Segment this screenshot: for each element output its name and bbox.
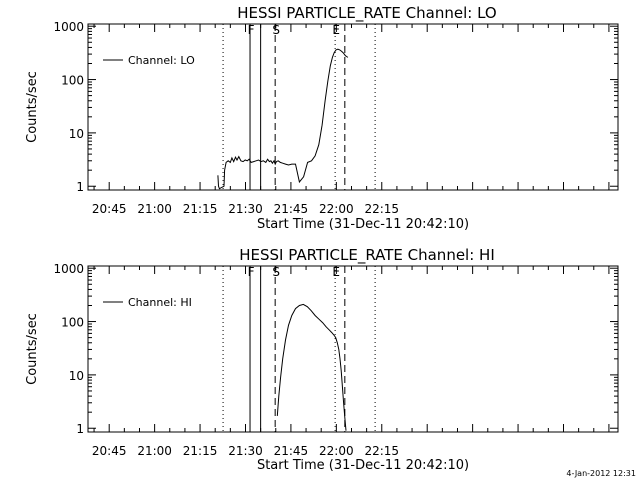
chart-panel-1: HESSI PARTICLE_RATE Channel: LO 20:45 21:0…: [25, 4, 619, 232]
x-tick-label: 21:00: [137, 202, 172, 216]
chart-title: HESSI PARTICLE_RATE Channel: LO: [237, 4, 496, 23]
plot-area: [217, 24, 376, 190]
x-tick-label: 20:45: [92, 444, 127, 458]
x-tick-label: 22:00: [319, 202, 354, 216]
y-tick-label: 1000: [53, 20, 84, 34]
y-tick-label: 1000: [53, 262, 84, 276]
time-marker-label: E: [332, 265, 340, 279]
x-tick-label: 22:15: [364, 202, 399, 216]
legend-label: Channel: LO: [128, 54, 195, 67]
y-tick-label: 1: [76, 422, 84, 436]
chart-title: HESSI PARTICLE_RATE Channel: HI: [239, 246, 495, 265]
x-axis-label: Start Time (31-Dec-11 20:42:10): [257, 217, 469, 232]
x-tick-label: 21:15: [183, 444, 218, 458]
y-tick-label: 100: [61, 74, 84, 88]
x-tick-label: 21:45: [274, 444, 309, 458]
time-marker-label: F: [248, 265, 255, 279]
plot-area: [222, 266, 376, 432]
time-marker-label: S: [272, 265, 280, 279]
y-tick-label: 100: [61, 316, 84, 330]
x-tick-label: 22:15: [364, 444, 399, 458]
y-tick-label: 10: [69, 369, 84, 383]
y-axis-label: Counts/sec: [25, 313, 40, 385]
x-tick-label: 21:45: [274, 202, 309, 216]
plot-frame: [87, 265, 619, 433]
plot-frame: [87, 23, 619, 191]
y-tick-label: 1: [76, 180, 84, 194]
x-tick-label: 21:30: [228, 444, 263, 458]
chart-panel-2: HESSI PARTICLE_RATE Channel: HI 20:45 21:0…: [25, 246, 619, 473]
x-tick-label: 21:00: [137, 444, 172, 458]
x-tick-label: 22:00: [319, 444, 354, 458]
x-tick-label: 20:45: [92, 202, 127, 216]
time-marker-label: E: [332, 23, 340, 37]
legend-label: Channel: HI: [128, 296, 192, 309]
x-tick-label: 21:15: [183, 202, 218, 216]
y-axis-label: Counts/sec: [25, 71, 40, 143]
time-marker-label: S: [272, 23, 280, 37]
time-marker-label: F: [248, 23, 255, 37]
data-series-line: [276, 303, 347, 431]
y-tick-label: 10: [69, 127, 84, 141]
x-tick-label: 21:30: [228, 202, 263, 216]
data-series-line: [217, 48, 349, 190]
x-axis-label: Start Time (31-Dec-11 20:42:10): [257, 458, 469, 473]
print-date-stamp: 4-Jan-2012 12:31: [566, 469, 636, 478]
